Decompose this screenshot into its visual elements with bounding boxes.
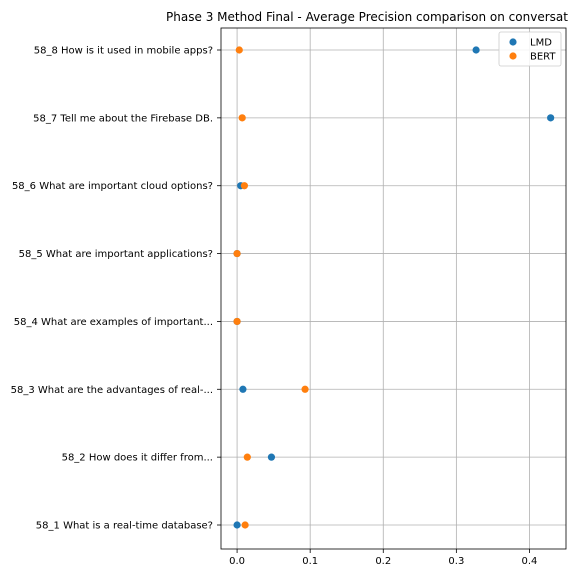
chart-title: Phase 3 Method Final - Average Precision… <box>166 10 568 24</box>
y-tick-label: 58_5 What are important applications? <box>19 249 213 260</box>
legend-label: LMD <box>530 38 552 49</box>
plot-frame <box>220 27 567 550</box>
y-tick-label: 58_6 What are important cloud options? <box>12 181 213 192</box>
point-lmd <box>239 385 247 393</box>
y-tick-label: 58_8 How is it used in mobile apps? <box>34 46 213 57</box>
y-tick-label: 58_1 What is a real-time database? <box>36 521 213 532</box>
point-lmd <box>267 453 276 461</box>
point-bert <box>233 249 241 258</box>
x-tick-label: 0.1 <box>302 556 318 567</box>
data-points <box>233 46 555 529</box>
point-bert <box>243 453 251 461</box>
axis-ticks <box>217 49 530 553</box>
y-tick-label: 58_2 How does it differ from... <box>62 453 213 464</box>
legend: LMD BERT <box>498 31 562 67</box>
point-bert <box>240 182 248 190</box>
point-bert <box>235 46 243 54</box>
y-tick-label: 58_7 Tell me about the Firebase DB. <box>33 113 213 124</box>
grid-lines <box>221 28 566 549</box>
x-tick-label: 0.2 <box>375 556 391 567</box>
point-bert <box>301 385 309 393</box>
y-tick-label: 58_4 What are examples of important... <box>14 317 213 328</box>
point-lmd <box>472 46 480 54</box>
legend-label: BERT <box>530 52 556 63</box>
legend-marker <box>509 52 517 60</box>
point-lmd <box>547 114 555 122</box>
x-tick-labels: 0.0 0.1 0.2 0.3 0.4 <box>229 556 537 567</box>
point-bert <box>233 317 241 326</box>
y-tick-label: 58_3 What are the advantages of real-... <box>11 385 213 396</box>
y-tick-labels: 58_1 What is a real-time database? 58_2 H… <box>11 46 213 532</box>
x-tick-label: 0.3 <box>448 556 464 567</box>
point-bert <box>238 114 246 122</box>
point-lmd <box>233 521 241 529</box>
legend-marker <box>509 38 517 46</box>
x-tick-label: 0.4 <box>522 556 538 567</box>
point-bert <box>241 521 249 529</box>
x-tick-label: 0.0 <box>229 556 245 567</box>
